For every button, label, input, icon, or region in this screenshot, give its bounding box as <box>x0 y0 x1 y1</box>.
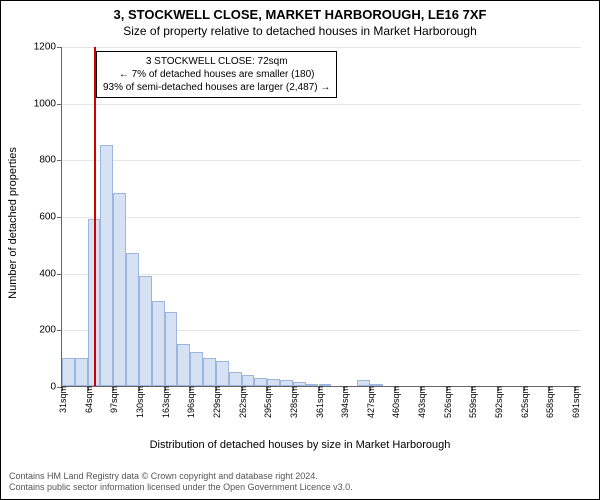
histogram-bar <box>75 358 88 386</box>
xtick-label: 361sqm <box>313 386 325 418</box>
xtick-label: 658sqm <box>543 386 555 418</box>
xtick-label: 493sqm <box>415 386 427 418</box>
xtick-label: 295sqm <box>261 386 273 418</box>
gridline <box>62 160 581 161</box>
histogram-bar <box>190 352 203 386</box>
ytick-label: 200 <box>39 325 62 336</box>
xtick-label: 229sqm <box>210 386 222 418</box>
histogram-bar <box>203 358 216 386</box>
gridline <box>62 47 581 48</box>
chart-container: 3, STOCKWELL CLOSE, MARKET HARBOROUGH, L… <box>0 0 600 500</box>
annotation-line-1: 3 STOCKWELL CLOSE: 72sqm <box>103 55 330 68</box>
xtick-label: 64sqm <box>82 386 94 413</box>
xtick-label: 31sqm <box>56 386 68 413</box>
histogram-bar <box>216 361 229 387</box>
annotation-box: 3 STOCKWELL CLOSE: 72sqm ← 7% of detache… <box>96 51 337 98</box>
histogram-bar <box>113 193 126 386</box>
gridline <box>62 104 581 105</box>
histogram-bar <box>165 312 178 386</box>
xtick-label: 130sqm <box>133 386 145 418</box>
histogram-bar <box>177 344 190 387</box>
ytick-label: 400 <box>39 268 62 279</box>
xtick-label: 460sqm <box>389 386 401 418</box>
histogram-bar <box>100 145 113 386</box>
chart-subtitle: Size of property relative to detached ho… <box>1 22 599 38</box>
histogram-bar <box>229 372 242 386</box>
xtick-label: 262sqm <box>236 386 248 418</box>
annotation-line-3: 93% of semi-detached houses are larger (… <box>103 81 330 94</box>
footer-line-2: Contains public sector information licen… <box>9 482 353 493</box>
xtick-label: 691sqm <box>569 386 581 418</box>
gridline <box>62 274 581 275</box>
ytick-label: 1000 <box>34 98 62 109</box>
xtick-label: 427sqm <box>364 386 376 418</box>
chart-title: 3, STOCKWELL CLOSE, MARKET HARBOROUGH, L… <box>1 1 599 22</box>
histogram-bar <box>152 301 165 386</box>
xtick-label: 97sqm <box>107 386 119 413</box>
xtick-label: 196sqm <box>184 386 196 418</box>
plot-area: 02004006008001000120031sqm64sqm97sqm130s… <box>61 47 581 387</box>
histogram-bar <box>267 379 280 386</box>
footer-attribution: Contains HM Land Registry data © Crown c… <box>9 471 353 494</box>
gridline <box>62 217 581 218</box>
footer-line-1: Contains HM Land Registry data © Crown c… <box>9 471 353 482</box>
histogram-bar <box>139 276 152 387</box>
histogram-bar <box>254 378 267 387</box>
xtick-label: 394sqm <box>338 386 350 418</box>
histogram-bar <box>126 253 139 386</box>
xtick-label: 328sqm <box>287 386 299 418</box>
annotation-line-2: ← 7% of detached houses are smaller (180… <box>103 68 330 81</box>
xtick-label: 592sqm <box>492 386 504 418</box>
ytick-label: 800 <box>39 155 62 166</box>
xtick-label: 163sqm <box>159 386 171 418</box>
ytick-label: 1200 <box>34 42 62 53</box>
x-axis-label: Distribution of detached houses by size … <box>1 439 599 451</box>
histogram-bar <box>62 358 75 386</box>
xtick-label: 559sqm <box>466 386 478 418</box>
xtick-label: 625sqm <box>518 386 530 418</box>
xtick-label: 526sqm <box>441 386 453 418</box>
histogram-bar <box>242 375 255 386</box>
ytick-label: 600 <box>39 212 62 223</box>
